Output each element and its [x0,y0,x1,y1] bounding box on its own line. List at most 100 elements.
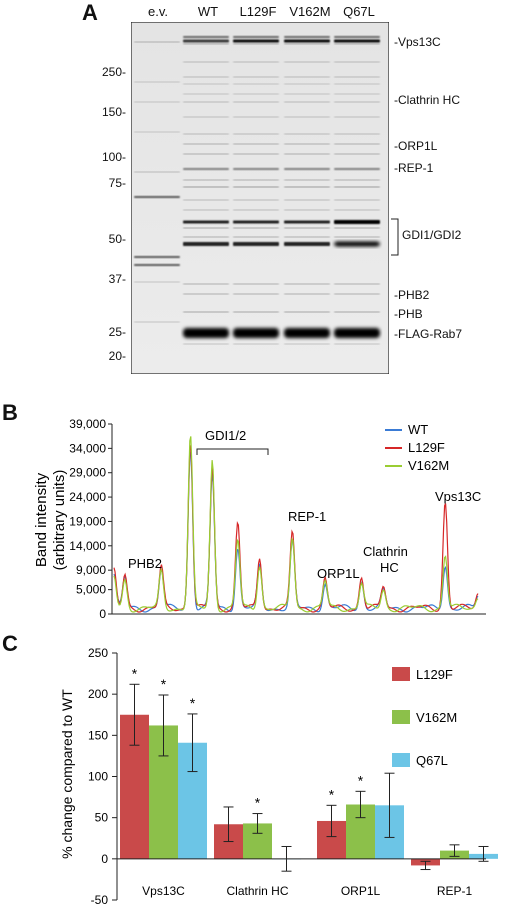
annotation-gdi: GDI1/2 [205,428,246,443]
gel-band [233,283,279,285]
annotation-vps13c: Vps13C [435,489,481,504]
gel-band [183,209,229,211]
panel-b-chart: Band intensity (arbitrary units) 39,000 3… [33,417,486,620]
panel-b-ylabel-2: (arbitrary units) [51,470,68,571]
legend-label-v162m: V162M [408,458,449,473]
gel-band [334,343,380,345]
gel-band [134,81,180,83]
panel-c-ytick-label: 100 [88,770,108,784]
gel-band [284,43,330,45]
gel-band [183,93,229,95]
gdi-bracket-b [196,448,269,455]
mw-marker-100: 100- [101,150,126,164]
band-label-orp1l: -ORP1L [394,139,438,153]
band-label-phb2: -PHB2 [394,288,430,302]
panel-b-ytick-label: 14,000 [69,539,106,553]
legend-swatch-v162m [392,710,410,724]
lane-label-v162m: V162M [289,4,331,19]
panel-b-ytick-label: 19,000 [69,514,106,528]
gel-lane [233,36,279,345]
annotation-rep1: REP-1 [288,509,326,524]
gel-band [134,41,180,43]
gel-band [334,36,380,38]
gel-band [334,83,380,85]
gel-band [183,153,229,155]
panel-a-letter: A [82,0,98,25]
gel-band [334,61,380,63]
panel-c-ytick-label: 50 [95,811,109,825]
legend-label-l129f: L129F [416,667,453,682]
category-label: REP-1 [437,884,473,898]
gel-band [334,43,380,45]
legend-label-l129f: L129F [408,440,445,455]
band-label-rep1: -REP-1 [394,161,434,175]
gel-band [233,220,279,224]
gel-band [183,236,229,238]
gel-band [183,199,229,201]
gel-band [334,199,380,201]
gel-lanes [134,36,380,345]
gel-band [233,328,279,338]
band-label-gdi: GDI1/GDI2 [402,228,462,242]
gel-band [233,93,279,95]
significance-star: * [358,772,364,788]
mw-marker-50: 50- [108,232,126,246]
legend-label-v162m: V162M [416,710,457,725]
panel-c-ytick-label: -50 [91,893,109,907]
panel-c-ytick-label: 200 [88,687,108,701]
gel-band [183,143,229,145]
significance-star: * [161,676,167,692]
significance-star: * [255,795,261,811]
category-label: ORP1L [341,884,381,898]
gel-band [334,209,380,211]
gdi-bracket [391,218,399,256]
gel-band [233,186,279,188]
gel-band [134,281,180,283]
gel-band [183,293,229,295]
gel-band [334,39,380,43]
gel-band [183,328,229,338]
category-label: Clathrin HC [226,884,288,898]
gel-band [284,328,330,338]
gel-lane [183,36,229,345]
panel-b-ytick-label: 0 [99,607,106,620]
gel-band [183,179,229,181]
gel-band [334,241,380,247]
mw-marker-20: 20- [108,349,126,363]
gel-band [183,61,229,63]
gel-band [134,264,180,266]
panel-c-chart: % change compared to WT 250 200 150 100 50 0 -… [59,646,498,907]
gel-band [334,93,380,95]
gel-band [183,133,229,135]
gel-band [334,143,380,145]
gel-band [233,101,279,103]
gel-band [233,116,279,118]
gel-lane [284,36,330,345]
gel-band [334,101,380,103]
gel-band [284,293,330,295]
gel-band [233,39,279,43]
gel-band [233,209,279,211]
gel-band [134,131,180,133]
gel-band [233,227,279,229]
panel-b-ytick-label: 5,000 [76,583,106,597]
gel-band [284,186,330,188]
panel-b-ytick-label: 9,000 [76,563,106,577]
legend-label-q67l: Q67L [416,753,448,768]
band-label-phb: -PHB [394,307,423,321]
gel-band [334,133,380,135]
gel-band [183,168,229,170]
annotation-phb2: PHB2 [128,556,162,571]
gel-band [334,168,380,170]
gel-band [134,196,180,198]
gel-band [284,311,330,313]
panel-b-ytick-label: 39,000 [69,417,106,431]
gel-band [284,116,330,118]
gel-band [183,220,229,224]
gel-band [183,36,229,38]
gel-band [183,242,229,246]
gel-band [233,236,279,238]
gel-band [334,76,380,78]
gel-band [284,227,330,229]
gel-band [183,343,229,345]
